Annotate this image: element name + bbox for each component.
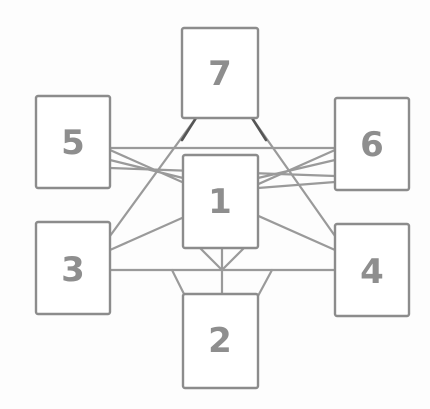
node-2-box bbox=[181, 292, 260, 390]
edge-7-left-dark bbox=[180, 116, 198, 142]
node-1-box bbox=[181, 153, 260, 250]
node-3: 3 bbox=[34, 220, 112, 316]
edge-2-4 bbox=[256, 268, 274, 298]
edge-1-6b bbox=[256, 180, 337, 190]
node-6-box bbox=[333, 96, 411, 192]
node-2: 2 bbox=[181, 292, 260, 390]
node-7-label: 7 bbox=[208, 54, 232, 94]
node-5-label: 5 bbox=[61, 123, 85, 163]
node-4-label: 4 bbox=[360, 252, 384, 292]
node-6: 6 bbox=[333, 96, 411, 192]
node-2-label: 2 bbox=[208, 321, 232, 361]
node-5-box bbox=[34, 94, 112, 190]
node-6-label: 6 bbox=[360, 125, 384, 165]
edge-2-3 bbox=[170, 268, 187, 298]
node-7-box bbox=[180, 26, 260, 120]
nodes-layer: 7 5 6 1 3 4 2 bbox=[34, 26, 411, 390]
edge-1-4-fan bbox=[220, 246, 246, 272]
node-7: 7 bbox=[180, 26, 260, 120]
edge-1-6 bbox=[256, 158, 337, 180]
edge-5-1 bbox=[108, 158, 185, 180]
edge-3-7 bbox=[108, 116, 198, 238]
node-1-label: 1 bbox=[208, 182, 232, 222]
node-1: 1 bbox=[181, 153, 260, 250]
node-5: 5 bbox=[34, 94, 112, 190]
edge-1-3-fan bbox=[198, 246, 224, 272]
node-4-box bbox=[333, 222, 411, 318]
node-3-box bbox=[34, 220, 112, 316]
edge-7-right-dark bbox=[250, 116, 268, 142]
node-4: 4 bbox=[333, 222, 411, 318]
node-3-label: 3 bbox=[61, 250, 85, 290]
